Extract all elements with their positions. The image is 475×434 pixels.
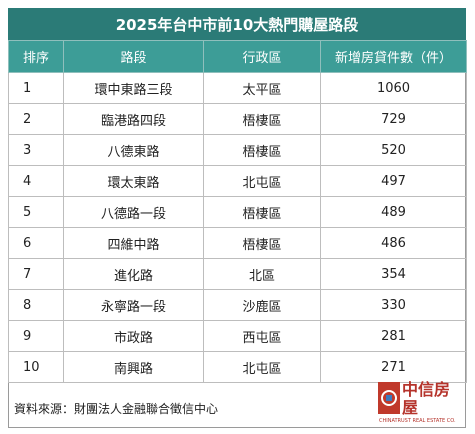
table-cell: 四維中路 — [63, 227, 204, 259]
table-cell: 梧棲區 — [203, 196, 321, 228]
table-cell: 梧棲區 — [203, 103, 321, 135]
table-cell: 520 — [320, 134, 467, 166]
table-cell: 1060 — [320, 72, 467, 104]
table-cell: 1 — [8, 72, 64, 104]
logo-center — [386, 395, 392, 401]
table-cell: 西屯區 — [203, 320, 321, 352]
table-cell: 3 — [8, 134, 64, 166]
table-cell: 八德東路 — [63, 134, 204, 166]
table-cell: 9 — [8, 320, 64, 352]
table-cell: 2 — [8, 103, 64, 135]
header-cell: 路段 — [63, 40, 204, 73]
table-cell: 北區 — [203, 258, 321, 290]
table-cell: 497 — [320, 165, 467, 197]
table-cell: 330 — [320, 289, 467, 321]
table-cell: 5 — [8, 196, 64, 228]
table-row: 4 環太東路 北屯區 497 — [8, 165, 467, 197]
table-row: 5 八德路一段 梧棲區 489 — [8, 196, 467, 228]
table-cell: 環中東路三段 — [63, 72, 204, 104]
table-cell: 北屯區 — [203, 165, 321, 197]
logo-name: 中信房屋 — [402, 380, 451, 417]
table-row: 3 八德東路 梧棲區 520 — [8, 134, 467, 166]
table-cell: 臨港路四段 — [63, 103, 204, 135]
table-cell: 8 — [8, 289, 64, 321]
logo-english: CHINATRUST REAL ESTATE CO. — [379, 418, 456, 424]
table-cell: 南興路 — [63, 351, 204, 383]
table-cell: 354 — [320, 258, 467, 290]
table-row: 1 環中東路三段 太平區 1060 — [8, 72, 467, 104]
logo-icon — [378, 382, 400, 414]
table-row: 10 南興路 北屯區 271 — [8, 351, 467, 383]
header-cell: 排序 — [8, 40, 64, 73]
table-cell: 486 — [320, 227, 467, 259]
header-cell: 新增房貸件數（件） — [320, 40, 467, 73]
table-cell: 環太東路 — [63, 165, 204, 197]
table-cell: 梧棲區 — [203, 227, 321, 259]
table-row: 8 永寧路一段 沙鹿區 330 — [8, 289, 467, 321]
table-row: 6 四維中路 梧棲區 486 — [8, 227, 467, 259]
table-cell: 4 — [8, 165, 64, 197]
table-cell: 489 — [320, 196, 467, 228]
table-cell: 6 — [8, 227, 64, 259]
table-body: 1 環中東路三段 太平區 1060 2 臨港路四段 梧棲區 729 3 八德東路 梧棲區 520 4 環太… — [8, 72, 467, 383]
table-row: 9 市政路 西屯區 281 — [8, 320, 467, 352]
table-cell: 進化路 — [63, 258, 204, 290]
table-cell: 729 — [320, 103, 467, 135]
table-cell: 梧棲區 — [203, 134, 321, 166]
table-cell: 281 — [320, 320, 467, 352]
table-cell: 永寧路一段 — [63, 289, 204, 321]
header-cell: 行政區 — [203, 40, 321, 73]
table: 排序 路段 行政區 新增房貸件數（件） 1 環中東路三段 太平區 1060 2 臨港路四段 梧棲區… — [8, 40, 467, 383]
table-cell: 7 — [8, 258, 64, 290]
title: 2025年台中市前10大熱門購屋路段 — [8, 8, 466, 40]
table-cell: 北屯區 — [203, 351, 321, 383]
table-cell: 10 — [8, 351, 64, 383]
table-cell: 八德路一段 — [63, 196, 204, 228]
table-row: 2 臨港路四段 梧棲區 729 — [8, 103, 467, 135]
table-cell: 沙鹿區 — [203, 289, 321, 321]
source-note: 資料來源：財團法人金融聯合徵信中心 — [14, 402, 219, 416]
logo-ring — [381, 390, 397, 406]
header-row: 排序 路段 行政區 新增房貸件數（件） — [8, 40, 467, 73]
table-cell: 太平區 — [203, 72, 321, 104]
table-cell: 市政路 — [63, 320, 204, 352]
table-row: 7 進化路 北區 354 — [8, 258, 467, 290]
